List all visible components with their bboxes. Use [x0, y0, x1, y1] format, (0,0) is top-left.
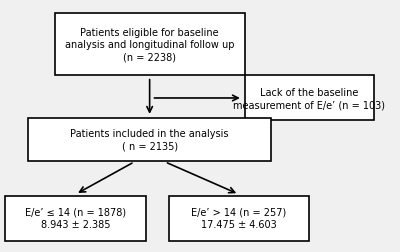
Text: ( n = 2135): ( n = 2135) — [122, 141, 178, 151]
Text: (n = 2238): (n = 2238) — [123, 52, 176, 62]
Text: Patients included in the analysis: Patients included in the analysis — [70, 129, 229, 139]
FancyBboxPatch shape — [5, 196, 146, 241]
FancyBboxPatch shape — [28, 118, 271, 161]
FancyBboxPatch shape — [245, 76, 374, 121]
Text: E/e’ ≤ 14 (n = 1878): E/e’ ≤ 14 (n = 1878) — [25, 207, 126, 217]
Text: E/e’ > 14 (n = 257): E/e’ > 14 (n = 257) — [191, 207, 286, 217]
Text: 8.943 ± 2.385: 8.943 ± 2.385 — [41, 219, 110, 229]
Text: 17.475 ± 4.603: 17.475 ± 4.603 — [201, 219, 277, 229]
FancyBboxPatch shape — [55, 14, 245, 76]
Text: measurement of E/e’ (n = 103): measurement of E/e’ (n = 103) — [233, 100, 385, 110]
Text: Patients eligible for baseline: Patients eligible for baseline — [80, 28, 219, 38]
FancyBboxPatch shape — [169, 196, 309, 241]
Text: analysis and longitudinal follow up: analysis and longitudinal follow up — [65, 40, 234, 50]
Text: Lack of the baseline: Lack of the baseline — [260, 87, 358, 97]
